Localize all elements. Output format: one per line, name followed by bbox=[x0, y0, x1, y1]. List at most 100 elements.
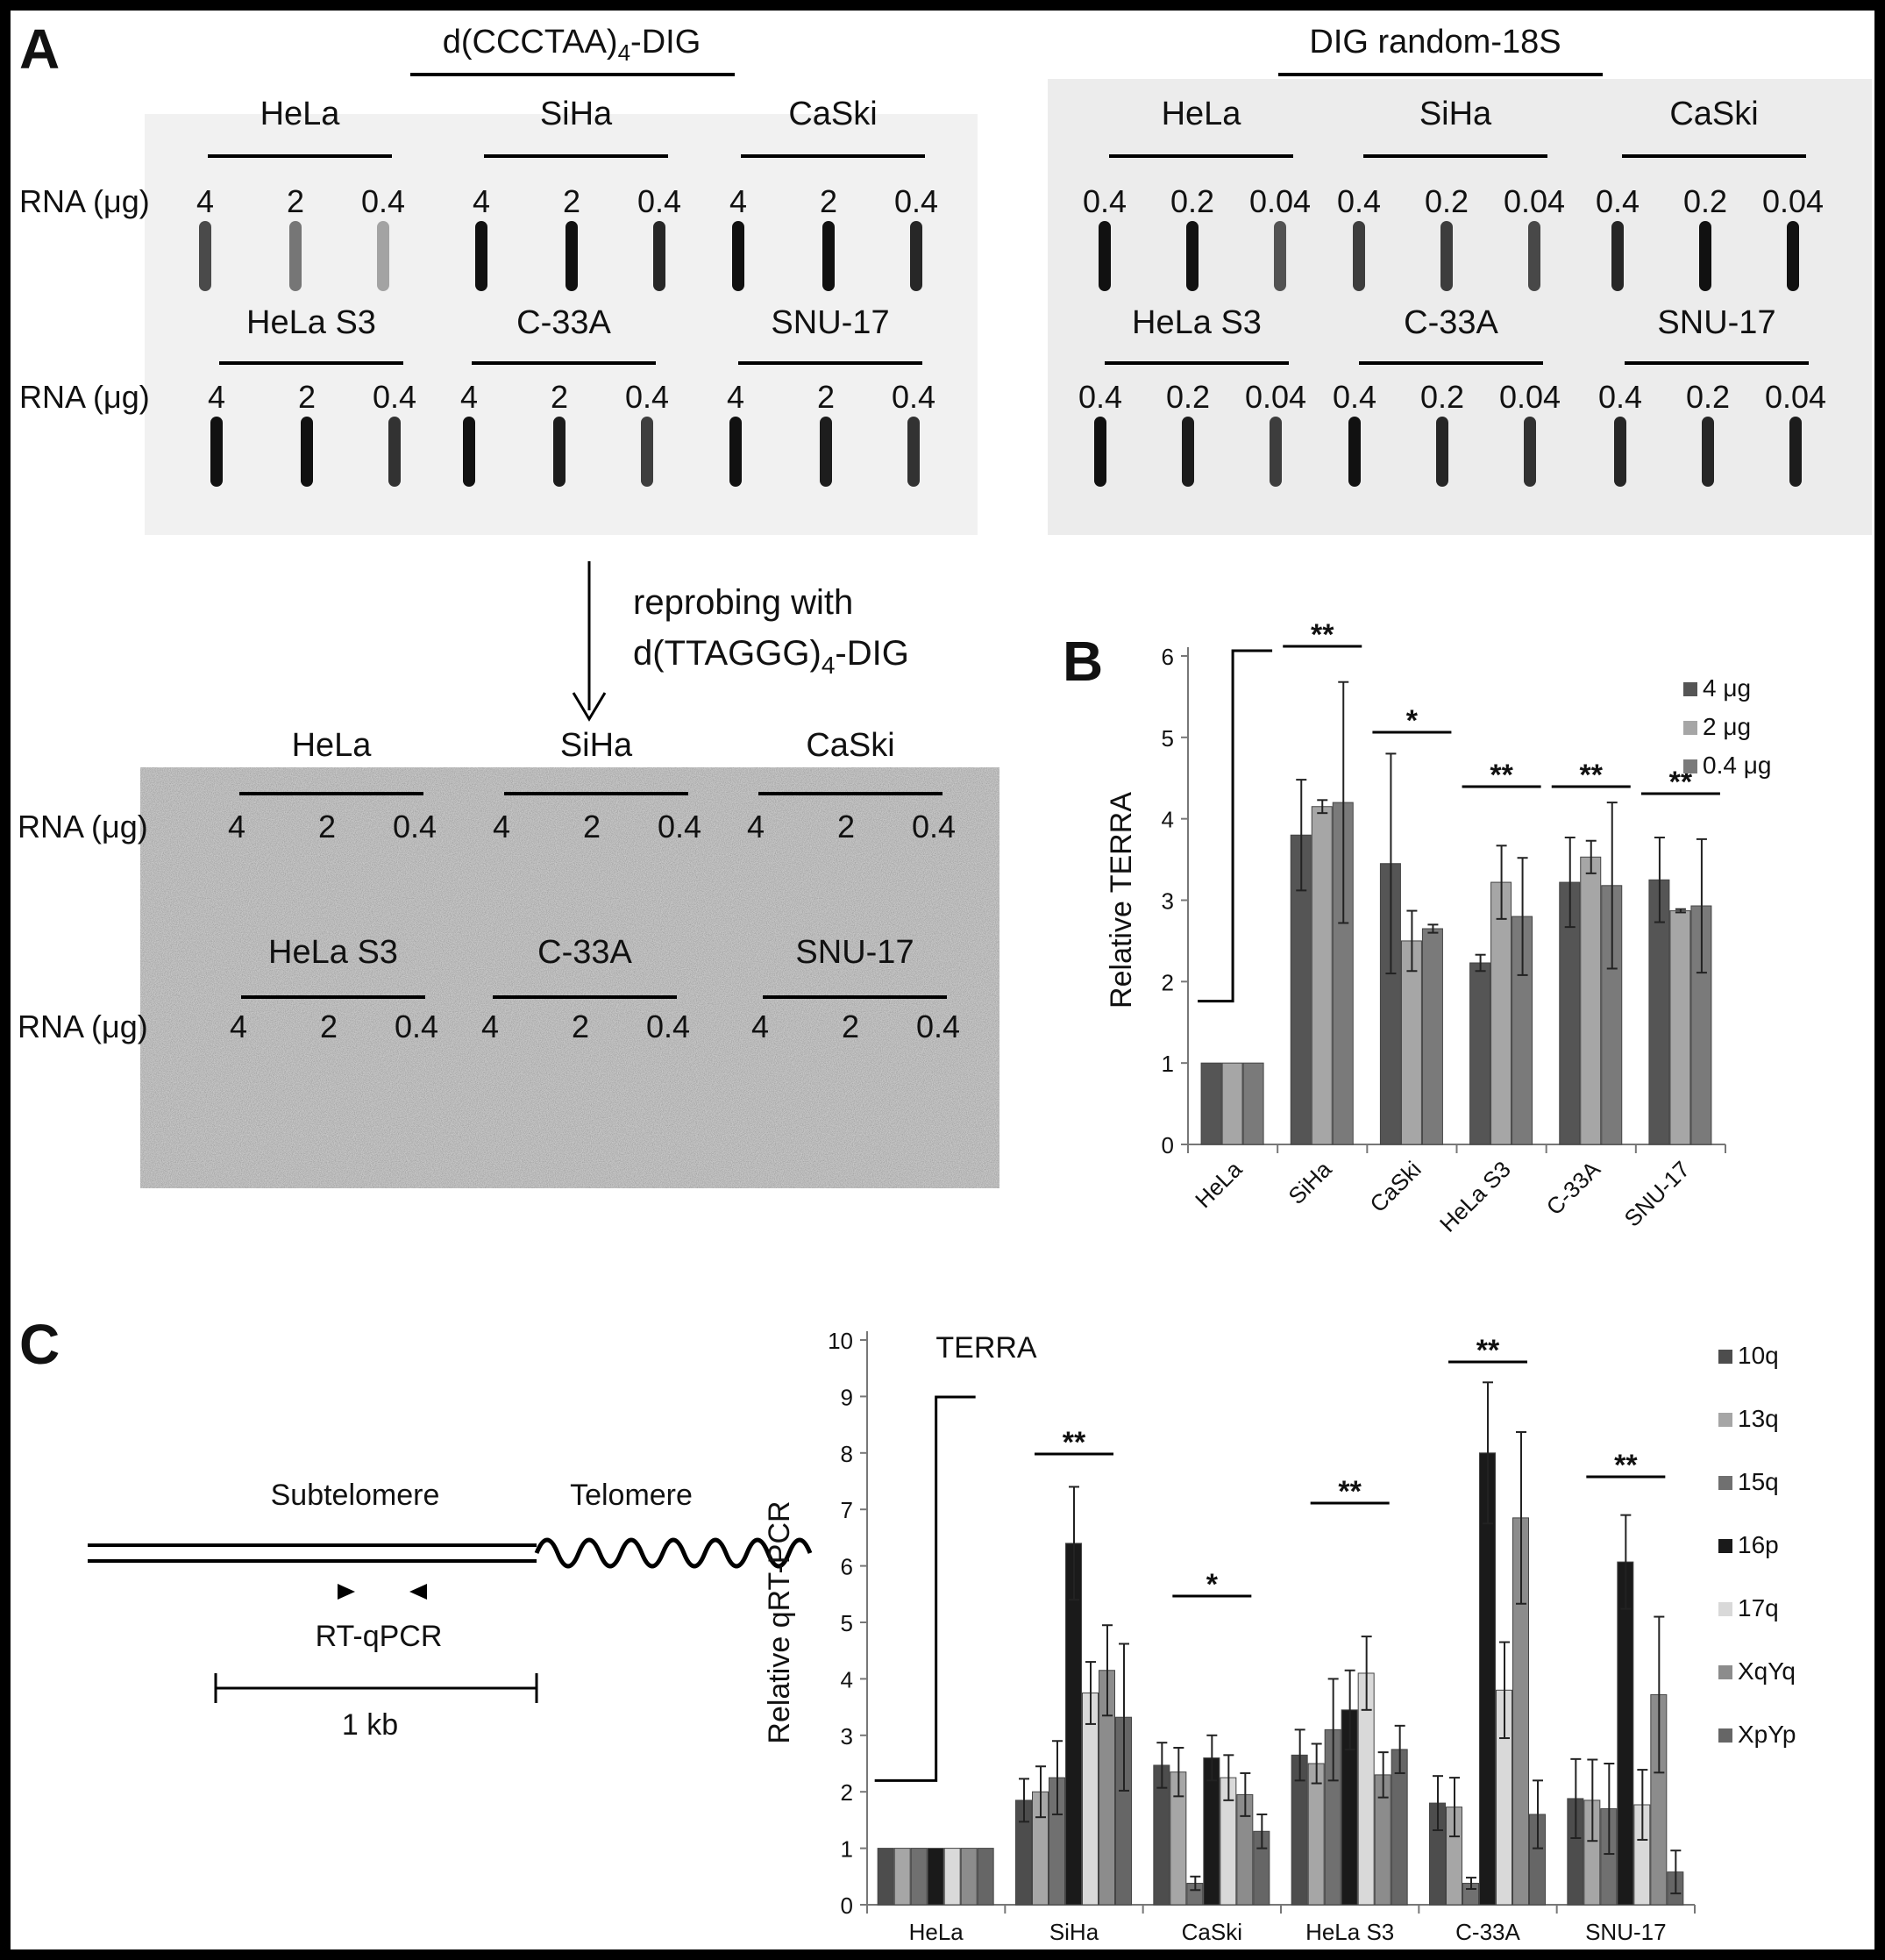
rna-amount-label: 0.4 bbox=[1083, 183, 1127, 219]
rna-amount-label: 0.04 bbox=[1762, 183, 1824, 219]
blot-dot bbox=[1270, 417, 1282, 487]
rna-amount-label: 4 bbox=[230, 1009, 247, 1044]
significance-marker: ** bbox=[1490, 759, 1513, 792]
cell-line-label: SiHa bbox=[1419, 96, 1492, 132]
bar bbox=[893, 1848, 911, 1906]
rna-amount-label: 0.2 bbox=[1425, 183, 1469, 219]
bar bbox=[977, 1848, 994, 1906]
reference-bracket bbox=[874, 1395, 976, 1782]
x-tick-label: HeLa bbox=[909, 1919, 964, 1945]
blot-dot bbox=[475, 221, 487, 291]
y-tick-label: 2 bbox=[841, 1779, 853, 1806]
y-axis-label: Relative qRT-PCR bbox=[763, 1500, 796, 1743]
legend-label: 16p bbox=[1738, 1531, 1779, 1558]
reference-bracket bbox=[1198, 649, 1273, 1003]
significance-marker: ** bbox=[1476, 1334, 1500, 1367]
blot-dot bbox=[822, 221, 835, 291]
blot-dot bbox=[553, 417, 566, 487]
telomere-wave bbox=[534, 1537, 813, 1569]
rna-amount-label: 2 bbox=[842, 1009, 859, 1044]
cell-line-label: C-33A bbox=[1404, 304, 1498, 341]
blot-dot bbox=[653, 221, 665, 291]
cell-line-label: HeLa bbox=[1162, 96, 1242, 132]
subtelomere-label: Subtelomere bbox=[271, 1479, 440, 1512]
blot-dot bbox=[1099, 221, 1111, 291]
cell-line-label: HeLa S3 bbox=[246, 304, 376, 341]
rna-amount-label: 4 bbox=[481, 1009, 499, 1044]
legend-swatch bbox=[1718, 1350, 1732, 1364]
reprobe-arrow-head bbox=[572, 692, 607, 722]
bar bbox=[1490, 881, 1512, 1145]
rna-amount-label: 0.4 bbox=[1337, 183, 1381, 219]
cell-line-label: HeLa bbox=[292, 727, 373, 764]
rna-amount-label: 2 bbox=[837, 809, 855, 845]
y-axis-label: Relative TERRA bbox=[1105, 792, 1138, 1009]
rna-amount-label: 0.4 bbox=[393, 809, 437, 845]
rna-amount-label: 0.04 bbox=[1249, 183, 1311, 219]
legend-label: 15q bbox=[1738, 1468, 1779, 1495]
blot-dot bbox=[910, 221, 922, 291]
rna-amount-label: 2 bbox=[318, 809, 336, 845]
legend-swatch bbox=[1718, 1413, 1732, 1427]
cell-line-label: SNU-17 bbox=[1657, 304, 1775, 341]
y-tick-label: 4 bbox=[1162, 807, 1174, 833]
rna-amount-axis-label: RNA (μg) bbox=[19, 379, 150, 415]
blot-dot bbox=[1787, 221, 1799, 291]
rna-amount-label: 0.4 bbox=[646, 1009, 690, 1044]
blot-dot bbox=[1094, 417, 1106, 487]
bar bbox=[1242, 1062, 1264, 1145]
blot-dot bbox=[1614, 417, 1626, 487]
blot-dot bbox=[566, 221, 578, 291]
blot-reprobe-membrane bbox=[140, 767, 999, 1188]
rna-amount-label: 4 bbox=[727, 379, 744, 415]
legend-label: 13q bbox=[1738, 1405, 1779, 1432]
cell-line-label: SiHa bbox=[540, 96, 613, 132]
y-tick-label: 6 bbox=[1162, 644, 1174, 670]
rna-amount-label: 0.2 bbox=[1420, 379, 1464, 415]
rna-amount-label: 0.2 bbox=[1686, 379, 1730, 415]
probe-right-label: DIG random-18S bbox=[1309, 24, 1561, 61]
blot-dot bbox=[1353, 221, 1365, 291]
rna-amount-label: 2 bbox=[572, 1009, 589, 1044]
y-tick-label: 7 bbox=[841, 1497, 853, 1523]
legend-swatch bbox=[1718, 1476, 1732, 1490]
rna-amount-label: 2 bbox=[820, 183, 837, 219]
blot-dot bbox=[388, 417, 401, 487]
rna-amount-label: 4 bbox=[460, 379, 478, 415]
blot-dot bbox=[1528, 221, 1540, 291]
x-tick-label: SiHa bbox=[1049, 1919, 1099, 1945]
telomere-label: Telomere bbox=[570, 1479, 693, 1512]
rna-amount-axis-label: RNA (μg) bbox=[19, 183, 150, 219]
x-tick-label: C-33A bbox=[1455, 1919, 1520, 1945]
rt-qpcr-label: RT-qPCR bbox=[316, 1620, 443, 1653]
legend-label: 10q bbox=[1738, 1342, 1779, 1369]
blot-dot bbox=[301, 417, 313, 487]
significance-marker: ** bbox=[1338, 1475, 1362, 1508]
blot-dot bbox=[1611, 221, 1624, 291]
rna-amount-label: 0.2 bbox=[1166, 379, 1210, 415]
panel-b-letter: B bbox=[1063, 630, 1103, 693]
rna-amount-label: 0.4 bbox=[912, 809, 956, 845]
cell-line-label: CaSki bbox=[1669, 96, 1758, 132]
rna-amount-label: 0.4 bbox=[395, 1009, 438, 1044]
rna-amount-label: 0.04 bbox=[1499, 379, 1561, 415]
y-tick-label: 0 bbox=[1162, 1132, 1174, 1158]
blot-dot bbox=[732, 221, 744, 291]
significance-marker: * bbox=[1206, 1568, 1219, 1601]
blot-dot bbox=[1440, 221, 1453, 291]
rna-amount-label: 4 bbox=[729, 183, 747, 219]
cell-line-label: SNU-17 bbox=[795, 934, 914, 971]
rna-amount-label: 2 bbox=[287, 183, 304, 219]
rna-amount-label: 2 bbox=[551, 379, 568, 415]
cell-line-label: SiHa bbox=[560, 727, 633, 764]
blot-dot bbox=[1524, 417, 1536, 487]
rna-amount-label: 0.4 bbox=[1598, 379, 1642, 415]
rna-amount-label: 2 bbox=[298, 379, 316, 415]
legend-label: 2 μg bbox=[1703, 713, 1751, 740]
y-tick-label: 4 bbox=[841, 1666, 853, 1693]
rna-amount-label: 0.04 bbox=[1765, 379, 1826, 415]
y-tick-label: 3 bbox=[1162, 888, 1174, 915]
blot-dot bbox=[1274, 221, 1286, 291]
blot-dot bbox=[1436, 417, 1448, 487]
panel-c: C Subtelomere Telomere RT-qPCR 1 kb 0 1 2 3… bbox=[19, 1313, 1796, 1945]
